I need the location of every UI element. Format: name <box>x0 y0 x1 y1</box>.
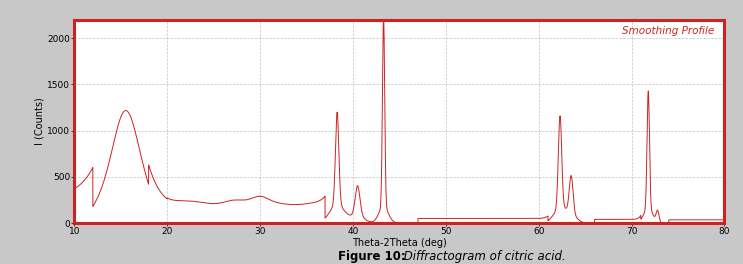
Y-axis label: I (Counts): I (Counts) <box>34 98 45 145</box>
Text: Diffractogram of citric acid.: Diffractogram of citric acid. <box>400 250 565 263</box>
Text: Smoothing Profile: Smoothing Profile <box>623 26 715 36</box>
X-axis label: Theta-2Theta (deg): Theta-2Theta (deg) <box>352 238 447 248</box>
Text: Figure 10:: Figure 10: <box>337 250 406 263</box>
